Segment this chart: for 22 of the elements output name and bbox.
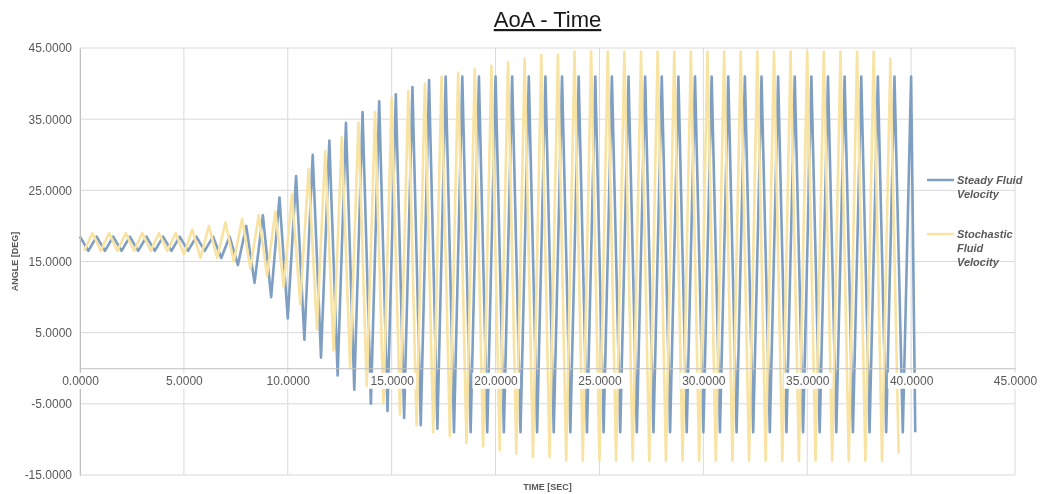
x-tick-label: 5.0000: [166, 373, 204, 388]
x-tick-label: 0.0000: [62, 373, 100, 388]
y-tick-label: 45.0000: [28, 41, 73, 56]
x-axis-title: TIME [SEC]: [523, 482, 572, 492]
y-axis-title: ANGLE [DEG]: [10, 231, 20, 292]
x-tick-label: 40.0000: [889, 373, 934, 388]
y-tick-label: 35.0000: [28, 112, 73, 127]
x-tick-label: 10.0000: [266, 373, 311, 388]
x-tick-label: 35.0000: [786, 373, 830, 388]
y-tick-label: 5.0000: [35, 326, 73, 341]
y-tick-label: 25.0000: [28, 183, 73, 198]
x-tick-label: 25.0000: [578, 373, 622, 388]
legend-label: Steady Fluid Velocity: [957, 174, 1023, 200]
chart-title: AoA - Time: [493, 7, 602, 32]
legend-label: Stochastic Fluid Velocity: [957, 228, 1013, 268]
x-tick-label: 15.0000: [370, 373, 415, 388]
x-tick-label: 45.0000: [993, 373, 1038, 388]
y-tick-label: 15.0000: [28, 254, 73, 269]
y-tick-label: -5.0000: [31, 397, 73, 412]
x-tick-label: 20.0000: [474, 373, 519, 388]
x-tick-label: 30.0000: [682, 373, 726, 388]
y-tick-label: -15.0000: [24, 468, 73, 483]
